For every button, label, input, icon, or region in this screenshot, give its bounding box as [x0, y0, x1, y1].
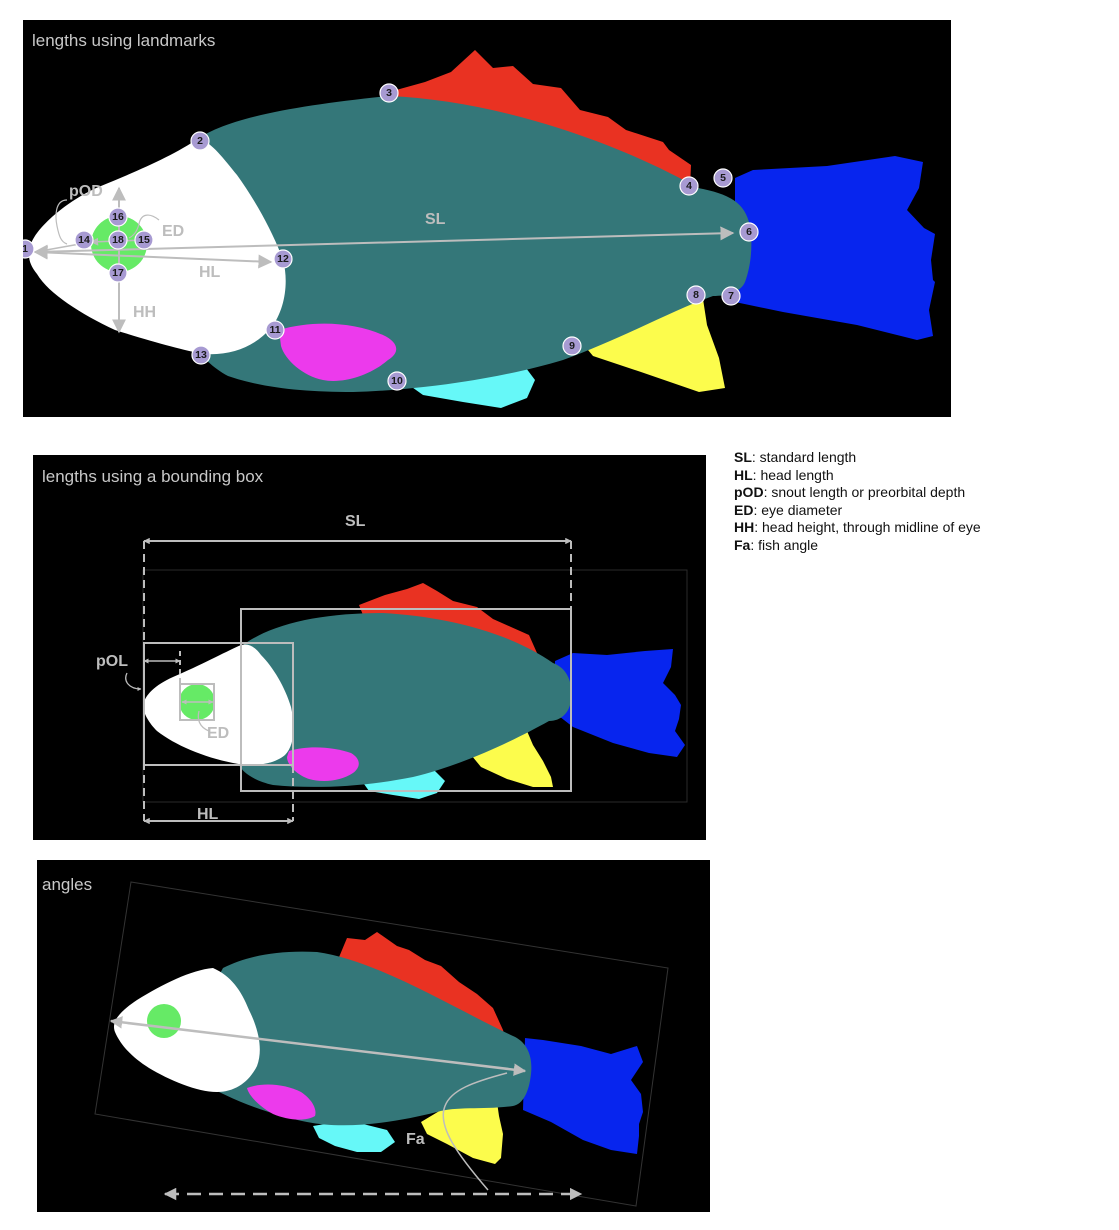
landmark-9: 9	[562, 336, 582, 356]
landmark-5: 5	[713, 168, 733, 188]
hl-arrow	[33, 245, 273, 269]
legend-item-ed: ED: eye diameter	[734, 501, 843, 518]
landmark-18: 18	[108, 230, 128, 250]
landmark-6: 6	[739, 222, 759, 242]
pectoral-fin	[279, 323, 397, 381]
angles-panel: Fa angles	[37, 860, 710, 1212]
landmark-14: 14	[74, 230, 94, 250]
landmark-8: 8	[686, 285, 706, 305]
landmark-16: 16	[108, 207, 128, 227]
svg-text:7: 7	[728, 290, 734, 302]
eye	[147, 1004, 181, 1038]
svg-text:9: 9	[569, 340, 575, 352]
anal-fin	[421, 1102, 503, 1164]
hl-label-bbox: HL	[197, 806, 219, 823]
legend-item-sl: SL: standard length	[734, 449, 857, 465]
svg-text:13: 13	[195, 349, 207, 361]
landmark-points: 1 2 3 4 5 6 7 8 9 10 11 12 13 14 15 16 1…	[23, 83, 759, 391]
svg-text:12: 12	[277, 253, 289, 265]
rotated-bounding-box	[94, 881, 669, 1207]
bounding-box-panel: SL HL pOL ED lengths using a bounding bo…	[33, 455, 706, 840]
abbreviation-legend: SL: standard length HL: head length pOD:…	[734, 449, 981, 555]
caudal-fin	[523, 1038, 643, 1154]
landmark-1: 1	[23, 239, 35, 259]
bounding-boxes	[125, 537, 572, 825]
body-bounding-box	[240, 608, 572, 792]
svg-text:1: 1	[23, 243, 28, 255]
angles-fish-diagram: Fa	[94, 881, 669, 1207]
caudal-fin	[735, 156, 935, 340]
pelvic-fin	[313, 1122, 395, 1152]
panel-title-bounding-box: lengths using a bounding box	[42, 467, 264, 486]
svg-text:4: 4	[686, 180, 692, 192]
svg-text:8: 8	[693, 289, 699, 301]
fish-angles	[113, 932, 643, 1164]
legend-item-fa: Fa: fish angle	[734, 536, 819, 553]
landmark-13: 13	[191, 345, 211, 365]
landmark-17: 17	[108, 263, 128, 283]
svg-text:10: 10	[391, 375, 403, 387]
svg-text:15: 15	[138, 234, 150, 246]
ed-label-bbox: ED	[207, 725, 229, 742]
svg-text:11: 11	[269, 324, 280, 336]
pod-leader	[55, 199, 68, 245]
ed-label-landmarks: ED	[162, 223, 184, 240]
eye-bounding-box	[179, 683, 215, 721]
landmark-12: 12	[273, 249, 293, 269]
landmark-4: 4	[679, 176, 699, 196]
svg-text:5: 5	[720, 172, 726, 184]
legend-item-pod: pOD: snout length or preorbital depth	[734, 484, 966, 501]
svg-text:17: 17	[112, 267, 124, 279]
svg-text:16: 16	[112, 211, 124, 223]
svg-text:18: 18	[112, 234, 124, 246]
landmark-15: 15	[134, 230, 154, 250]
sl-label-landmarks: SL	[425, 211, 446, 228]
panel-title-angles: angles	[42, 875, 93, 894]
svg-text:2: 2	[197, 135, 203, 147]
fish-axis-arrow	[109, 1016, 527, 1076]
caudal-fin	[555, 649, 685, 757]
svg-text:3: 3	[386, 87, 392, 99]
hh-label: HH	[133, 304, 156, 321]
head	[143, 644, 294, 765]
pol-leader	[125, 672, 142, 692]
legend-item-hl: HL: head length	[734, 466, 834, 483]
fish-bounding-box	[143, 583, 685, 799]
landmark-3: 3	[379, 83, 399, 103]
landmarks-fish-diagram: pOD ED SL HL HH 1 2 3 4 5 6 7 8 9 10 11 …	[23, 50, 935, 408]
landmark-7: 7	[721, 286, 741, 306]
hl-label-landmarks: HL	[199, 264, 221, 281]
sl-label-bbox: SL	[345, 513, 366, 530]
measurements-landmarks	[33, 186, 735, 334]
svg-text:6: 6	[746, 226, 752, 238]
body	[239, 613, 572, 787]
bounding-box-fish-diagram: SL HL pOL ED	[96, 513, 688, 825]
pectoral-fin	[287, 747, 359, 781]
fa-leader	[442, 1072, 508, 1191]
ed-leader	[197, 710, 210, 732]
pol-label: pOL	[96, 653, 128, 670]
landmarks-panel: pOD ED SL HL HH 1 2 3 4 5 6 7 8 9 10 11 …	[23, 20, 951, 417]
ed-leader	[128, 214, 160, 239]
fa-label: Fa	[406, 1131, 425, 1148]
landmark-10: 10	[387, 371, 407, 391]
pectoral-fin	[247, 1084, 316, 1120]
legend-item-hh: HH: head height, through midline of eye	[734, 519, 981, 536]
landmark-2: 2	[190, 131, 210, 151]
panel-title-landmarks: lengths using landmarks	[32, 31, 216, 50]
landmark-11: 11	[265, 320, 285, 340]
pod-label: pOD	[69, 183, 103, 200]
svg-text:14: 14	[78, 234, 90, 246]
angle-measurement	[109, 1016, 583, 1201]
